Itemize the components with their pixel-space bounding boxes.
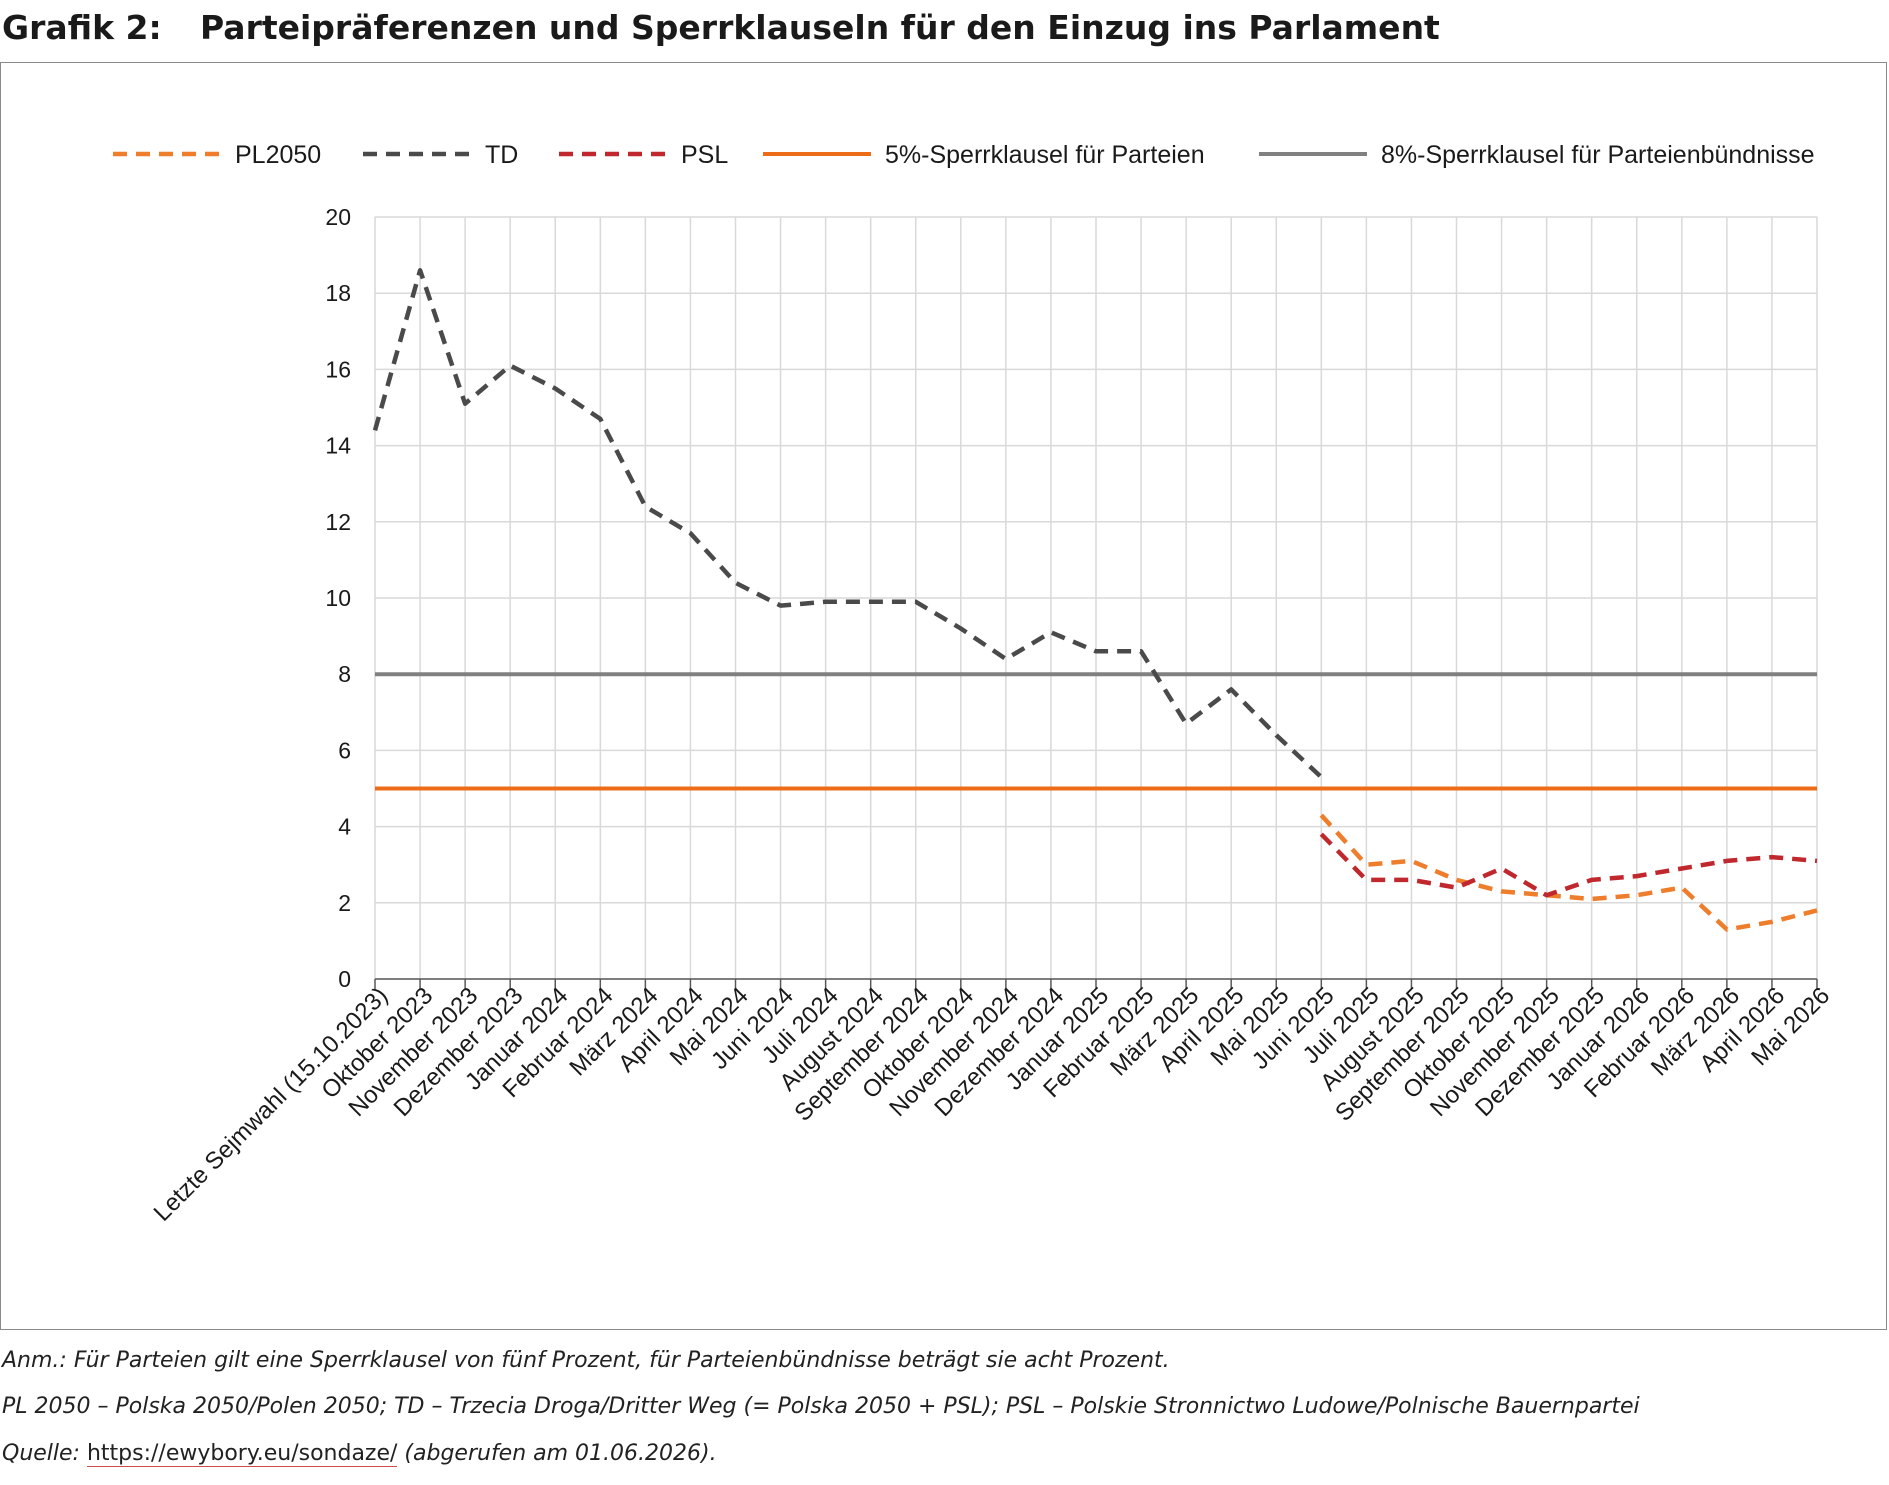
figure-title: Parteipräferenzen und Sperrklauseln für …	[200, 8, 1440, 47]
y-tick-label: 12	[325, 509, 351, 535]
threshold-lines	[375, 672, 1817, 791]
y-tick-label: 14	[325, 433, 351, 459]
y-tick-label: 20	[325, 204, 351, 230]
y-tick-label: 8	[338, 661, 351, 687]
series-lines	[372, 268, 1818, 932]
grid	[374, 216, 1818, 980]
series-line-pl2050	[1319, 813, 1818, 932]
y-tick-label: 6	[338, 737, 351, 763]
y-tick-label: 10	[325, 585, 351, 611]
chart-frame: 0 2 4 6 8 10 12 14 16 18 20 Letzte Sejmwahl (15.10.…	[0, 62, 1887, 1330]
legend-label-5-sperrklausel-f-r-parteien: 5%-Sperrklausel für Parteien	[885, 141, 1205, 169]
legend-label-8-sperrklausel-f-r-parteienb-ndnisse: 8%-Sperrklausel für Parteienbündnisse	[1381, 141, 1815, 169]
source-prefix: Quelle:	[2, 1441, 80, 1466]
figure-number: Grafik 2:	[2, 8, 162, 47]
source-suffix: (abgerufen am 01.06.2026).	[404, 1441, 717, 1466]
legend-label-psl: PSL	[681, 141, 728, 169]
legend: PL2050 TD PSL 5%-Sperrklausel für Parteien 8…	[113, 141, 1815, 169]
y-tick-label: 2	[338, 890, 351, 916]
series-line-psl	[1319, 832, 1818, 898]
legend-label-pl2050: PL2050	[235, 141, 321, 169]
y-tick-label: 0	[338, 966, 351, 992]
figure-heading: Grafik 2: Parteipräferenzen und Sperrkla…	[0, 0, 1889, 60]
source-line: Quelle: https://ewybory.eu/sondaze/ (abg…	[2, 1441, 717, 1467]
legend-label-td: TD	[485, 141, 518, 169]
abbreviations-text: PL 2050 – Polska 2050/Polen 2050; TD – T…	[2, 1394, 1640, 1419]
source-link[interactable]: https://ewybory.eu/sondaze/	[86, 1441, 398, 1467]
y-tick-label: 16	[325, 356, 351, 382]
y-tick-label: 18	[325, 280, 351, 306]
y-tick-label: 4	[338, 814, 351, 840]
note-text: Anm.: Für Parteien gilt eine Sperrklause…	[2, 1348, 1170, 1373]
series-line-td	[372, 268, 1323, 779]
